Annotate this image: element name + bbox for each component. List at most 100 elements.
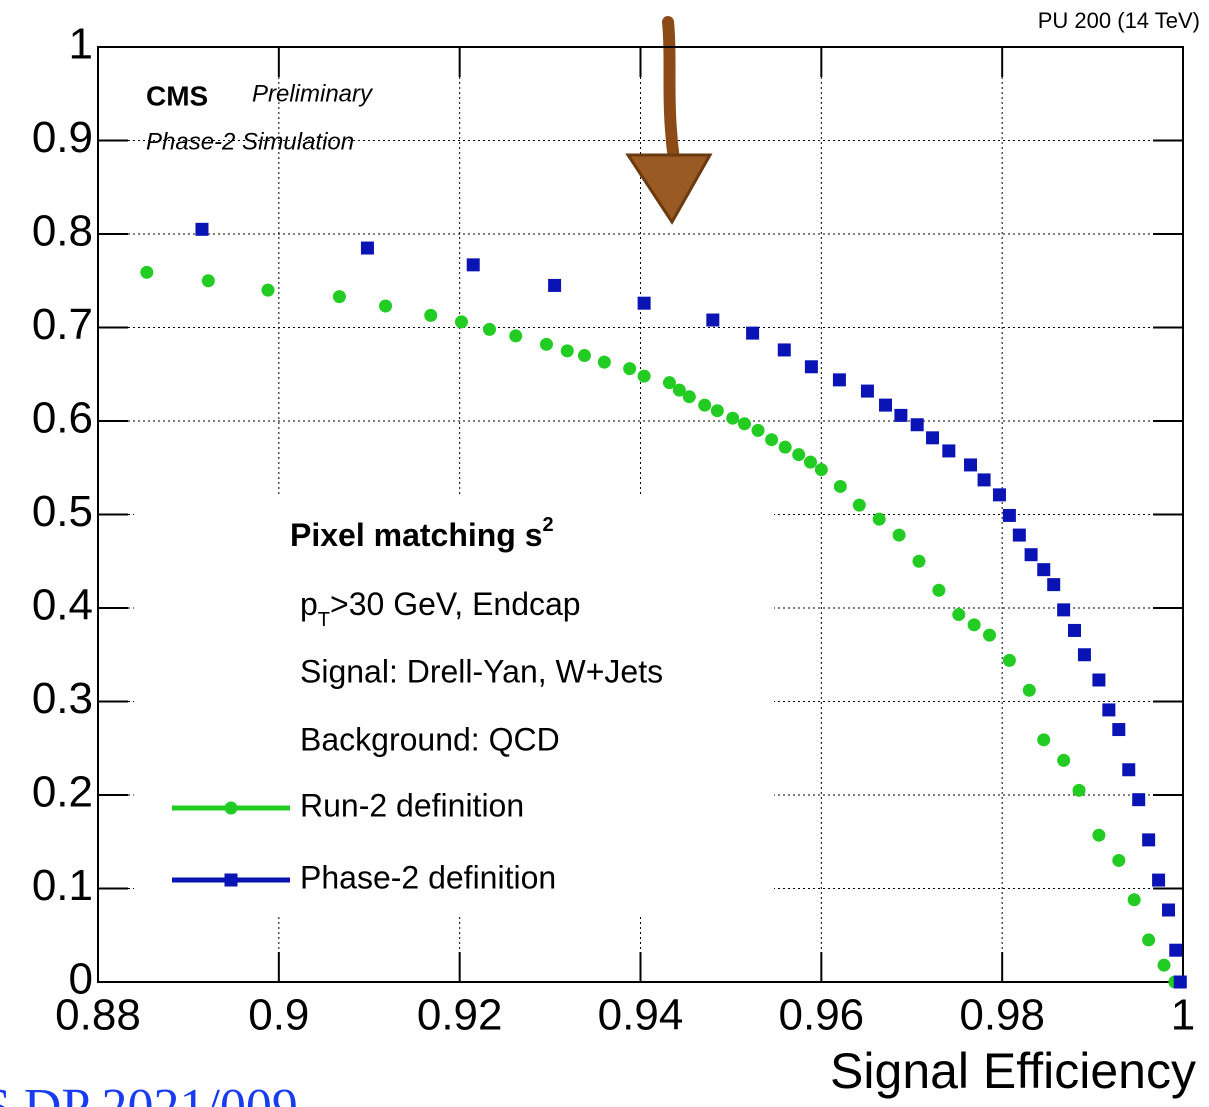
circle-point (710, 404, 724, 418)
circle-point (509, 329, 523, 343)
annotation: pT>30 GeV, Endcap (300, 586, 581, 631)
x-tick-label: 0.9 (248, 991, 309, 1040)
circle-point (637, 369, 651, 383)
square-point (1068, 623, 1081, 637)
y-tick-label: 1 (69, 20, 93, 69)
annotation-rest: >30 GeV, Endcap (330, 586, 581, 622)
y-tick-label: 0.1 (32, 861, 93, 910)
arrow-shaft (662, 16, 680, 166)
square-point (1142, 833, 1156, 847)
y-tick-label: 0.4 (32, 581, 93, 630)
status-label: Preliminary (252, 80, 374, 107)
square-point (1024, 548, 1038, 562)
legend-label: Run-2 definition (300, 787, 524, 823)
legend-label: Phase-2 definition (300, 859, 556, 895)
circle-point (932, 583, 946, 597)
square-point (1112, 723, 1126, 737)
square-point (1057, 603, 1071, 617)
square-point (1169, 943, 1183, 957)
square-point (360, 241, 374, 255)
x-axis-label: Signal Efficiency (830, 1043, 1196, 1099)
circle-point (814, 463, 828, 477)
y-tick-label: 0 (69, 955, 93, 1004)
x-tick-label: 0.92 (417, 991, 503, 1040)
circle-point (872, 512, 886, 526)
experiment-label: CMS (146, 80, 208, 111)
square-point (964, 458, 978, 472)
square-point (548, 278, 562, 292)
circle-point (1002, 653, 1016, 667)
circle-point (682, 390, 696, 404)
circle-point (1057, 753, 1071, 767)
circle-point (140, 265, 154, 279)
circle-point (1127, 893, 1141, 907)
circle-point (792, 448, 806, 462)
energy-label: PU 200 (14 TeV) (1038, 8, 1200, 33)
circle-point (737, 417, 751, 431)
circle-point (539, 337, 553, 351)
circle-point (778, 440, 792, 454)
square-point (879, 398, 893, 412)
circle-point (454, 315, 468, 329)
square-point (894, 408, 908, 422)
subtitle: Phase-2 Simulation (146, 128, 354, 155)
square-point (1173, 975, 1187, 989)
circle-point (912, 554, 926, 568)
circle-point (672, 383, 686, 397)
x-tick-label: 0.96 (779, 991, 865, 1040)
circle-point (803, 455, 817, 469)
circle-point (483, 322, 497, 336)
circle-point (224, 801, 238, 815)
circle-point (698, 398, 712, 412)
square-point (466, 258, 480, 272)
y-tick-label: 0.6 (32, 394, 93, 443)
circle-point (765, 433, 779, 447)
circle-point (726, 411, 740, 425)
square-point (1132, 793, 1146, 807)
circle-point (751, 423, 765, 437)
square-point (977, 473, 991, 487)
circle-point (1072, 783, 1086, 797)
square-point (637, 296, 651, 310)
x-tick-label: 0.94 (598, 991, 684, 1040)
circle-point (852, 498, 866, 512)
annotation-sub: T (318, 609, 330, 631)
annotation: Signal: Drell-Yan, W+Jets (300, 653, 663, 689)
circle-point (662, 376, 676, 390)
circle-point (1037, 733, 1051, 747)
y-tick-label: 0.5 (32, 487, 93, 536)
arrow (625, 16, 713, 225)
square-point (1092, 673, 1106, 687)
square-point (746, 326, 760, 340)
x-tick-label: 0.98 (959, 991, 1045, 1040)
square-point (1077, 648, 1091, 662)
circle-point (983, 628, 997, 642)
circle-point (1092, 828, 1106, 842)
square-point (926, 431, 940, 445)
legend-box (134, 497, 774, 915)
annotation-text: p (300, 586, 318, 622)
square-point (224, 873, 238, 887)
footer-reference: S DP 2021/009 (0, 1079, 298, 1107)
circle-point (1022, 683, 1036, 697)
square-point (1162, 903, 1176, 917)
circle-point (597, 355, 611, 369)
arrow-head (625, 153, 713, 225)
y-tick-label: 0.7 (32, 300, 93, 349)
square-point (942, 444, 956, 458)
circle-point (892, 528, 906, 542)
circle-point (379, 299, 393, 313)
legend-title: Pixel matching s2 (290, 514, 554, 553)
y-tick-label: 0.2 (32, 768, 93, 817)
square-point (804, 360, 818, 374)
circle-point (261, 283, 275, 297)
x-tick-label: 1 (1171, 991, 1195, 1040)
circle-point (1142, 933, 1156, 947)
circle-point (577, 349, 591, 363)
square-point (777, 343, 791, 357)
y-tick-label: 0.8 (32, 207, 93, 256)
circle-point (1157, 958, 1171, 972)
circle-point (560, 344, 574, 358)
y-tick-label: 0.9 (32, 113, 93, 162)
